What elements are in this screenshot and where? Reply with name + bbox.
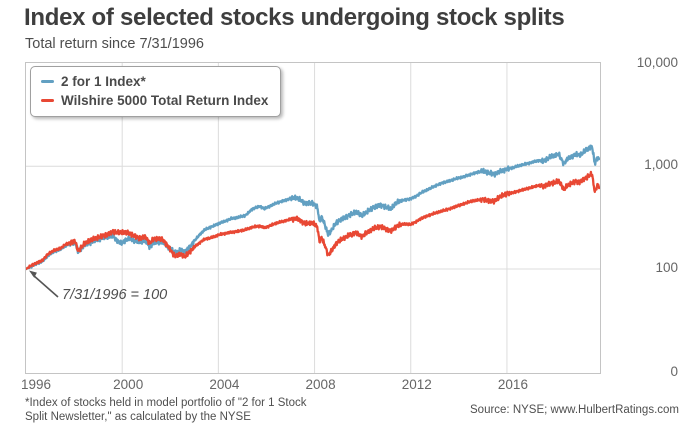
footnote: *Index of stocks held in model portfolio… — [25, 396, 307, 424]
source-credit: Source: NYSE; www.HulbertRatings.com — [470, 404, 679, 416]
x-tick-label: 2012 — [401, 377, 432, 392]
chart-subtitle: Total return since 7/31/1996 — [25, 36, 204, 52]
y-tick-label: 0 — [670, 364, 678, 379]
footnote-line1: *Index of stocks held in model portfolio… — [25, 397, 307, 409]
x-tick-label: 1996 — [20, 377, 52, 392]
y-tick-label: 100 — [655, 260, 678, 275]
annotation-text: 7/31/1996 = 100 — [62, 287, 168, 303]
legend-swatch-red — [41, 99, 54, 102]
x-tick-label: 2004 — [209, 377, 240, 392]
x-tick-label: 2008 — [305, 377, 336, 392]
legend-item-wilshire: Wilshire 5000 Total Return Index — [41, 92, 268, 109]
series-line-1 — [26, 170, 600, 271]
y-axis-labels: 10,000 1,000 100 0 — [604, 0, 678, 439]
chart-title: Index of selected stocks undergoing stoc… — [24, 4, 565, 31]
x-tick-label: 2016 — [497, 377, 528, 392]
legend-item-2for1: 2 for 1 Index* — [41, 73, 268, 90]
y-tick-label: 10,000 — [636, 54, 678, 70]
legend-label-2for1: 2 for 1 Index* — [61, 74, 146, 89]
x-tick-label: 2000 — [113, 377, 144, 392]
legend-swatch-blue — [41, 80, 54, 83]
legend: 2 for 1 Index* Wilshire 5000 Total Retur… — [30, 66, 282, 117]
footnote-line2: Split Newsletter," as calculated by the … — [25, 411, 251, 423]
legend-label-wilshire: Wilshire 5000 Total Return Index — [61, 93, 269, 108]
series-line-0 — [26, 144, 600, 271]
plot-svg — [26, 63, 600, 373]
y-tick-label: 1,000 — [644, 157, 678, 173]
